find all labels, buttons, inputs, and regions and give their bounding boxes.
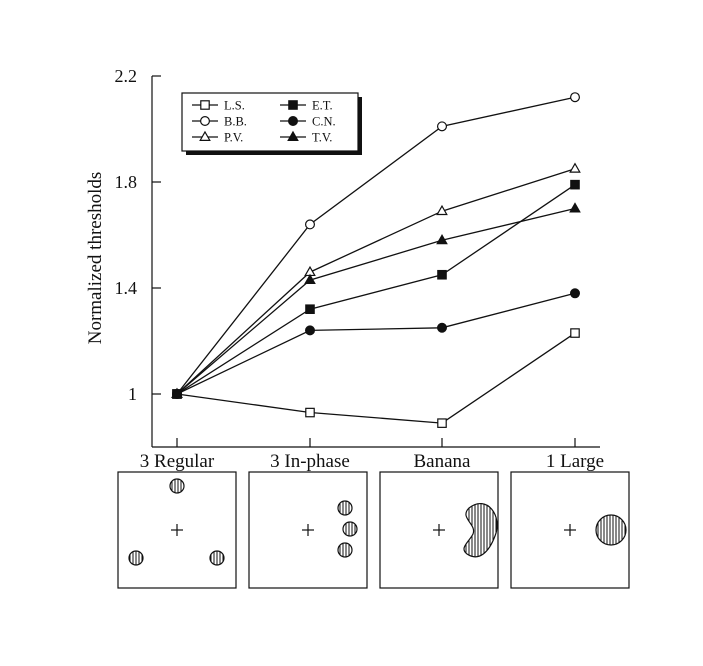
x-tick-label: Banana: [414, 451, 472, 472]
legend-label: L.S.: [224, 99, 245, 113]
data-point-t-v: [171, 387, 183, 398]
stripe-patch: [209, 550, 225, 566]
data-point-e-t: [305, 304, 315, 314]
fixation-cross: [171, 524, 183, 536]
plot-axes: 1 1.4 1.8 2.2 3 Regular 3 In-phase Banana 1 Lar…: [115, 66, 605, 472]
data-point-c-n: [437, 322, 448, 333]
data-point-l-s: [305, 407, 315, 418]
legend-marker: [288, 115, 299, 126]
x-tick-label: 3 Regular: [140, 451, 215, 472]
data-point-e-t: [570, 179, 580, 190]
legend-entry-l-s: L.S.: [192, 99, 245, 113]
series-line-c-n: [176, 292, 576, 395]
x-tick-label: 1 Large: [546, 451, 604, 472]
legend-entry-e-t: E.T.: [280, 99, 333, 113]
stripe-patch: [337, 542, 353, 558]
fixation-cross: [564, 524, 576, 536]
legend-entry-c-n: C.N.: [280, 115, 336, 129]
series-e-t: [172, 179, 580, 399]
legend-marker: [287, 130, 299, 141]
legend-marker: [288, 100, 298, 110]
legend: L.S. E.T. B.B. C.N. P.V. T.V.: [181, 92, 362, 155]
legend-entry-p-v: P.V.: [192, 131, 243, 145]
data-point-p-v: [569, 162, 581, 173]
data-point-t-v: [569, 202, 581, 213]
series-line-b-b: [176, 96, 576, 395]
stimulus-panel-3-regular: [117, 471, 237, 589]
data-point-b-b: [569, 92, 580, 103]
large-stripe-patch: [595, 514, 627, 546]
series-line-t-v: [176, 207, 576, 395]
data-point-c-n: [305, 325, 316, 336]
data-point-l-s: [437, 418, 447, 428]
series-layer: [171, 92, 581, 428]
legend-label: T.V.: [312, 131, 332, 145]
legend-box: [181, 92, 359, 152]
legend-marker: [200, 100, 210, 110]
data-point-c-n: [569, 288, 580, 299]
stripe-patch: [128, 550, 144, 566]
y-tick-label: 2.2: [115, 66, 138, 86]
data-point-t-v: [436, 234, 448, 245]
data-point-b-b: [437, 121, 448, 132]
series-t-v: [171, 202, 581, 398]
y-tick-label: 1: [128, 384, 137, 404]
x-tick-label: 3 In-phase: [270, 451, 350, 472]
series-c-n: [172, 288, 580, 400]
data-point-t-v: [304, 273, 316, 285]
y-axis-label: Normalized thresholds: [85, 172, 106, 345]
y-tick-label: 1.8: [115, 172, 138, 192]
stripe-patch: [342, 521, 358, 537]
series-l-s: [172, 328, 580, 428]
legend-label: C.N.: [312, 115, 336, 129]
legend-entry-t-v: T.V.: [280, 131, 332, 145]
data-point-b-b: [305, 219, 316, 230]
legend-entry-b-b: B.B.: [192, 115, 247, 129]
stimulus-panel-3-in-phase: [248, 471, 368, 589]
data-point-l-s: [570, 328, 580, 338]
legend-marker: [199, 130, 211, 141]
series-line-e-t: [176, 184, 576, 395]
stimulus-panels: [117, 471, 630, 589]
fixation-cross: [302, 524, 314, 536]
series-line-p-v: [176, 168, 576, 395]
y-tick-label: 1.4: [115, 278, 138, 298]
legend-label: B.B.: [224, 115, 247, 129]
legend-marker: [200, 115, 211, 126]
data-point-e-t: [437, 269, 447, 280]
legend-label: P.V.: [224, 131, 243, 145]
stripe-patch: [169, 478, 185, 494]
stimulus-panel-1-large: [510, 471, 630, 589]
stimulus-panel-banana: [379, 471, 499, 589]
series-line-l-s: [176, 332, 576, 424]
fixation-cross: [433, 524, 445, 536]
data-point-p-v: [436, 204, 448, 216]
stripe-patch: [337, 500, 353, 516]
series-p-v: [171, 162, 581, 398]
banana-patch: [463, 502, 498, 558]
legend-label: E.T.: [312, 99, 333, 113]
